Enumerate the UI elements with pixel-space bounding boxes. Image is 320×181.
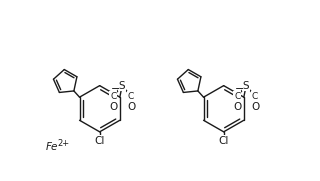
- Text: Cl: Cl: [94, 136, 105, 146]
- Text: S: S: [243, 81, 250, 91]
- Text: Cl: Cl: [219, 136, 229, 146]
- Text: S: S: [119, 81, 125, 91]
- Text: C: C: [252, 92, 258, 101]
- Text: Fe: Fe: [46, 142, 59, 152]
- Text: C: C: [128, 92, 134, 101]
- Text: −: −: [111, 84, 120, 94]
- Text: −: −: [235, 84, 244, 94]
- Text: O: O: [233, 102, 241, 112]
- Text: O: O: [109, 102, 117, 112]
- Text: O: O: [127, 102, 135, 112]
- Text: C: C: [110, 92, 116, 101]
- Text: C: C: [234, 92, 240, 101]
- Text: 2+: 2+: [57, 139, 69, 148]
- Text: O: O: [251, 102, 259, 112]
